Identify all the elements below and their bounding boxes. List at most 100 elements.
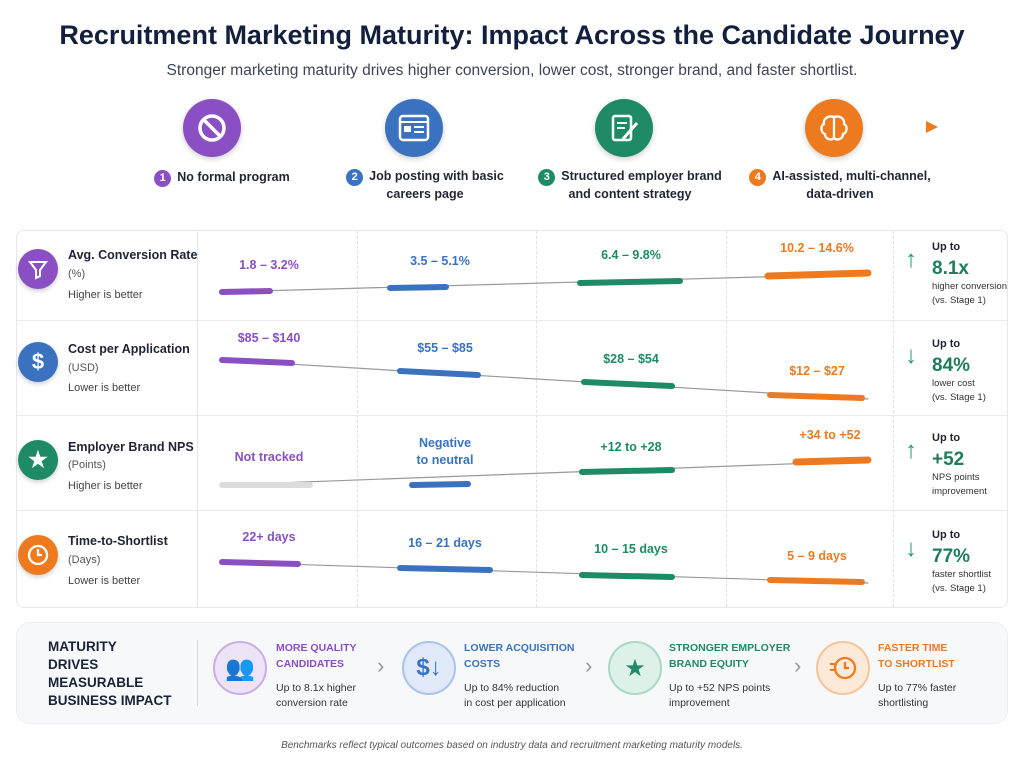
dollar-icon: $ (18, 342, 58, 382)
value-label: 10 – 15 days (594, 542, 668, 556)
summary-item-text: Up to +52 NPS points improvement (669, 681, 799, 711)
people-icon: 👥 (213, 641, 267, 695)
value-label: $55 – $85 (417, 341, 473, 355)
stage-2-text: Job posting with basic careers page (369, 169, 504, 201)
impact-desc: faster shortlist (vs. Stage 1) (932, 568, 991, 596)
chevron-right-icon: › (794, 653, 802, 678)
stage-3-text: Structured employer brand and content st… (561, 169, 722, 201)
fast-clock-icon (816, 641, 870, 695)
stage-4-text: AI-assisted, multi-channel, data-driven (772, 169, 931, 201)
arrow-up-icon: ↑ (905, 246, 917, 273)
value-label: $85 – $140 (237, 331, 301, 345)
range-bar (219, 357, 295, 366)
title-line: FASTER TIME (878, 642, 948, 654)
range-bar (767, 577, 865, 585)
range-bar (581, 379, 675, 389)
star-icon: ★ (18, 440, 58, 480)
metric-direction: Lower is better (68, 382, 141, 394)
summary-title: MATURITY DRIVES MEASURABLE BUSINESS IMPACT (48, 638, 188, 710)
impact-line: (vs. Stage 1) (932, 392, 986, 403)
row-divider (16, 415, 1008, 416)
metric-direction: Higher is better (68, 289, 143, 301)
stage-4-label: 4 AI-assisted, multi-channel, data-driven (740, 168, 940, 203)
text-line: in cost per application (464, 697, 566, 709)
impact-line: faster shortlist (932, 569, 992, 580)
summary-item-title: LOWER ACQUISITION COSTS (464, 640, 594, 672)
text-line: Up to 77% faster (878, 682, 957, 694)
arrow-head-icon (926, 121, 938, 133)
impact-line: (vs. Stage 1) (932, 583, 986, 594)
summary-item-text: Up to 77% faster shortlisting (878, 681, 1008, 711)
stage-2-label: 2 Job posting with basic careers page (330, 168, 520, 203)
range-bar (579, 467, 675, 475)
stage-1-text: No formal program (177, 170, 290, 184)
range-bar (577, 278, 683, 286)
impact-line: higher conversion (932, 281, 1007, 292)
metric-unit: (Days) (68, 554, 101, 566)
range-bar (409, 481, 471, 488)
range-bar (792, 456, 872, 466)
range-bar (764, 269, 872, 280)
title-line: BUSINESS IMPACT (48, 693, 172, 708)
impact-value: +52 (932, 449, 965, 470)
no-entry-icon (183, 99, 241, 157)
metric-name: Employer Brand NPS (68, 440, 194, 454)
title-line: LOWER ACQUISITION (464, 642, 575, 654)
footer-note: Benchmarks reflect typical outcomes base… (281, 740, 743, 751)
summary-item-title: STRONGER EMPLOYER BRAND EQUITY (669, 640, 799, 672)
title-line: TO SHORTLIST (878, 658, 955, 670)
value-label: Negative to neutral (375, 435, 515, 469)
metric-unit: (Points) (68, 459, 106, 471)
impact-value: 8.1x (932, 258, 969, 279)
title-line: MORE QUALITY (276, 642, 357, 654)
summary-item-text: Up to 8.1x higher conversion rate (276, 681, 406, 711)
trend-line (221, 460, 869, 486)
value-label: Not tracked (234, 450, 304, 464)
stage-4-badge: 4 (749, 169, 767, 186)
summary-item-title: MORE QUALITY CANDIDATES (276, 640, 406, 672)
summary-item-text: Up to 84% reduction in cost per applicati… (464, 681, 594, 711)
value-label: +34 to +52 (799, 428, 861, 442)
title-line: STRONGER EMPLOYER (669, 642, 791, 654)
trend-line (221, 359, 869, 400)
arrow-up-icon: ↑ (905, 437, 917, 464)
range-bar (219, 288, 273, 295)
text-line: Up to 84% reduction (464, 682, 560, 694)
panel-divider (197, 640, 198, 706)
arrow-down-icon: ↓ (905, 342, 917, 369)
range-bar (397, 565, 493, 573)
stage-3-label: 3 Structured employer brand and content s… (530, 168, 730, 203)
metrics-table (16, 230, 1008, 608)
column-divider (357, 231, 358, 607)
stage-2-badge: 2 (346, 169, 364, 186)
title-line: COSTS (464, 658, 501, 670)
range-bar (767, 392, 865, 401)
value-label: 3.5 – 5.1% (410, 254, 470, 268)
range-bar (579, 572, 675, 580)
arrow-down-icon: ↓ (905, 535, 917, 562)
range-bars (219, 269, 872, 585)
impact-prefix: Up to (932, 529, 961, 541)
metric-name: Time-to-Shortlist (68, 534, 168, 548)
text-line: Up to +52 NPS points (669, 682, 771, 694)
range-bar (387, 284, 449, 291)
impact-value: 84% (932, 355, 971, 376)
impact-desc: NPS points improvement (932, 471, 987, 499)
trend-line (221, 273, 867, 293)
impact-prefix: Up to (932, 338, 961, 350)
value-line: to neutral (416, 453, 474, 467)
impact-line: improvement (932, 486, 987, 497)
range-bar (397, 368, 481, 378)
page-subtitle: Stronger marketing maturity drives highe… (166, 62, 858, 79)
trend-line (221, 561, 869, 584)
impact-desc: higher conversion (vs. Stage 1) (932, 280, 1007, 308)
title-line: MEASURABLE (48, 675, 144, 690)
column-divider (197, 231, 198, 607)
impact-prefix: Up to (932, 241, 961, 253)
funnel-icon (18, 249, 58, 289)
value-label: 22+ days (242, 530, 296, 544)
column-divider (726, 231, 727, 607)
value-label: 10.2 – 14.6% (780, 241, 854, 255)
row-divider (16, 510, 1008, 511)
stage-3-badge: 3 (538, 169, 556, 186)
